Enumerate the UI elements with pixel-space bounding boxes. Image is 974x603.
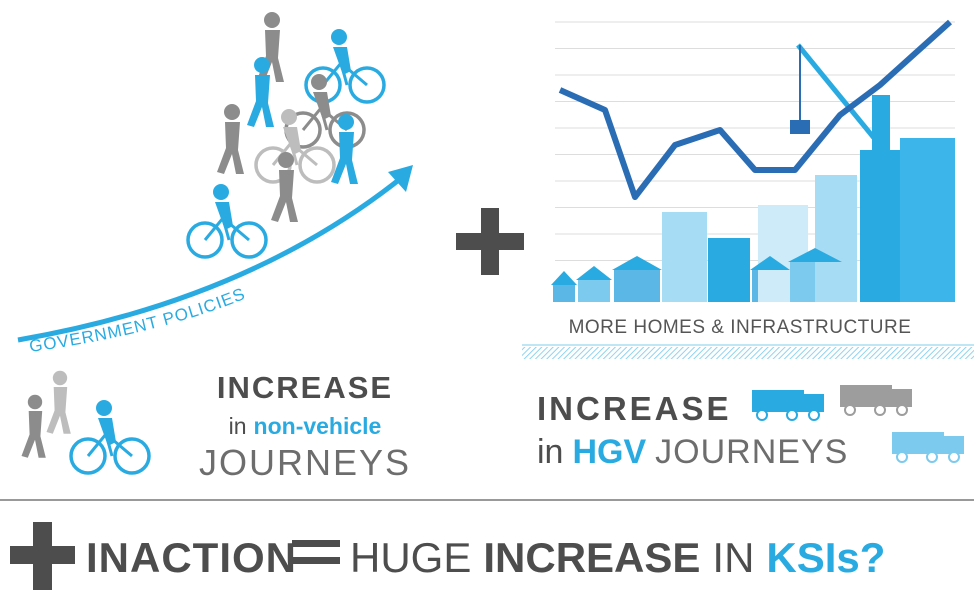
- person-head: [278, 152, 294, 168]
- hatched-band: [522, 347, 974, 359]
- rider-head: [96, 400, 112, 416]
- truck-wheel: [949, 452, 959, 462]
- truck-body: [752, 390, 804, 412]
- word: KSIs?: [766, 534, 885, 581]
- plus-v: [33, 522, 52, 590]
- building: [553, 285, 575, 302]
- person-body: [47, 387, 71, 434]
- crane-mast: [872, 95, 890, 295]
- person-body: [247, 75, 274, 127]
- person-head: [254, 57, 270, 73]
- roof: [612, 256, 662, 270]
- left-line3: JOURNEYS: [199, 442, 411, 483]
- truck-wheel: [875, 405, 885, 415]
- left-heading: INCREASE: [217, 370, 393, 405]
- building: [662, 212, 707, 302]
- person-body: [257, 30, 284, 82]
- roof: [576, 266, 612, 280]
- prefix: in: [537, 433, 563, 471]
- person-body: [217, 122, 244, 174]
- prefix: in: [229, 413, 247, 439]
- infographic: GOVERNMENT POLICIES MORE HOMES & INFRAST…: [0, 0, 974, 603]
- word: IN: [712, 534, 754, 581]
- truck-wheel: [757, 410, 767, 420]
- page: {"left": {"arrow_label": "GOVERNMENT POL…: [0, 0, 974, 603]
- highlight: non-vehicle: [254, 413, 382, 439]
- word: INCREASE: [483, 534, 700, 581]
- person-head: [264, 12, 280, 28]
- person-head: [28, 395, 42, 409]
- crane-load: [790, 120, 810, 134]
- truck-wheel: [809, 410, 819, 420]
- building: [815, 175, 857, 302]
- equals-bottom: [292, 557, 340, 564]
- highlight: HGV: [572, 433, 646, 471]
- person-head: [53, 371, 67, 385]
- rider-head: [281, 109, 297, 125]
- arrow-label: GOVERNMENT POLICIES: [28, 284, 248, 356]
- right-heading: INCREASE: [537, 390, 732, 427]
- person-head: [338, 114, 354, 130]
- left-line2: in non-vehicle: [229, 413, 382, 439]
- truck-wheel: [897, 405, 907, 415]
- roof: [551, 271, 577, 285]
- building: [614, 270, 660, 302]
- building: [578, 280, 610, 302]
- truck-wheel: [787, 410, 797, 420]
- truck-body: [892, 432, 944, 454]
- rider-head: [331, 29, 347, 45]
- word: HUGE: [350, 534, 471, 581]
- term: INACTION: [86, 534, 297, 581]
- person-head: [224, 104, 240, 120]
- person-body: [271, 170, 298, 222]
- arrow-label-text: GOVERNMENT POLICIES: [28, 284, 248, 356]
- caption: MORE HOMES & INFRASTRUCTURE: [569, 317, 912, 338]
- truck-wheel: [897, 452, 907, 462]
- plus-v: [481, 208, 499, 275]
- equals-top: [292, 540, 340, 547]
- result: HUGE INCREASE IN KSIs?: [350, 534, 885, 581]
- building: [900, 138, 955, 302]
- truck-body: [840, 385, 892, 407]
- rider-head: [311, 74, 327, 90]
- rider-head: [213, 184, 229, 200]
- person-body: [22, 411, 46, 458]
- truck-wheel: [845, 405, 855, 415]
- suffix: JOURNEYS: [655, 433, 848, 471]
- truck-wheel: [927, 452, 937, 462]
- building: [708, 238, 750, 302]
